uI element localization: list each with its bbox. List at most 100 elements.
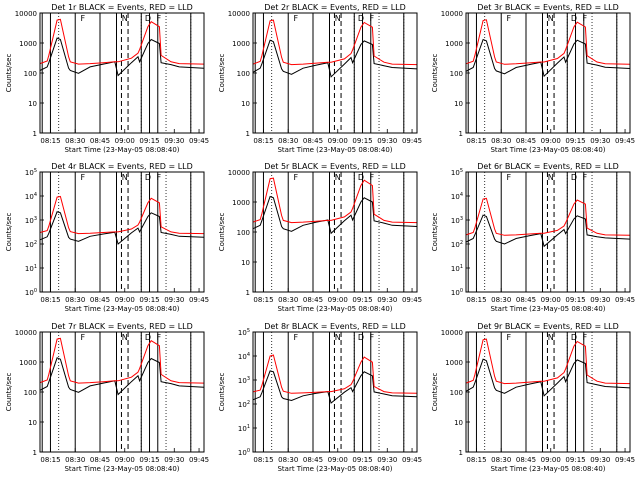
- x-axis-label: Start Time (23-May-05 08:08:40): [277, 146, 392, 154]
- panel-title: Det 1r BLACK = Events, RED = LLD: [51, 3, 193, 12]
- marker-letter: F: [156, 333, 161, 342]
- y-tick-label: 101: [451, 264, 463, 273]
- x-tick-label: 09:45: [189, 296, 209, 304]
- y-tick-label: 105: [451, 168, 463, 177]
- y-tick-label: 104: [451, 192, 463, 201]
- x-tick-label: 08:15: [40, 137, 60, 145]
- plot-frame: [465, 171, 631, 293]
- x-tick-label: 09:00: [541, 137, 561, 145]
- series-line-events: [39, 211, 205, 245]
- x-tick-label: 08:45: [516, 456, 536, 464]
- marker-letter: F: [582, 333, 587, 342]
- x-tick-label: 09:15: [565, 137, 585, 145]
- y-tick-label: 10: [241, 100, 250, 108]
- y-tick-label: 10: [241, 259, 250, 267]
- marker-letter: F: [156, 14, 161, 23]
- x-tick-label: 09:30: [377, 456, 397, 464]
- marker-letter: N: [335, 14, 341, 23]
- plot-frame: [252, 331, 418, 453]
- panel-title: Det 8r BLACK = Events, RED = LLD: [264, 322, 406, 331]
- x-tick-label: 08:30: [278, 137, 298, 145]
- marker-letter: F: [156, 173, 161, 182]
- x-tick-label: 09:45: [615, 137, 635, 145]
- series-line-lld: [252, 354, 418, 394]
- y-tick-label: 10000: [441, 10, 463, 18]
- y-tick-label: 1: [459, 449, 463, 457]
- x-axis-label: Start Time (23-May-05 08:08:40): [490, 146, 605, 154]
- x-tick-label: 08:45: [90, 296, 110, 304]
- y-tick-label: 101: [25, 264, 37, 273]
- y-tick-label: 102: [25, 240, 37, 249]
- y-tick-label: 100: [24, 70, 37, 78]
- plot-frame: [39, 171, 205, 293]
- y-axis-label: Counts/sec: [431, 54, 439, 93]
- y-tick-label: 100: [237, 70, 250, 78]
- x-tick-label: 09:30: [164, 296, 184, 304]
- y-tick-label: 100: [25, 288, 37, 297]
- marker-letter: D: [358, 333, 364, 342]
- x-tick-label: 09:30: [164, 456, 184, 464]
- x-tick-label: 08:15: [253, 137, 273, 145]
- marker-letter: D: [145, 173, 151, 182]
- x-tick-label: 09:30: [164, 137, 184, 145]
- y-axis-label: Counts/sec: [5, 213, 13, 252]
- series-line-lld: [252, 177, 418, 224]
- marker-letter: F: [369, 333, 374, 342]
- x-tick-label: 09:15: [565, 456, 585, 464]
- y-tick-label: 100: [451, 288, 463, 297]
- series-line-lld: [465, 338, 631, 385]
- marker-letter: F: [507, 173, 512, 182]
- panel-title: Det 9r BLACK = Events, RED = LLD: [477, 322, 619, 331]
- x-tick-label: 09:00: [541, 456, 561, 464]
- marker-letter: F: [294, 14, 299, 23]
- x-tick-label: 09:30: [377, 296, 397, 304]
- y-tick-label: 100: [237, 229, 250, 237]
- y-tick-label: 1000: [19, 40, 37, 48]
- series-line-lld: [465, 197, 631, 236]
- x-tick-label: 08:15: [40, 296, 60, 304]
- panel-title: Det 2r BLACK = Events, RED = LLD: [264, 3, 406, 12]
- x-tick-label: 09:15: [139, 137, 159, 145]
- panel-title: Det 4r BLACK = Events, RED = LLD: [51, 162, 193, 171]
- y-tick-label: 10: [28, 419, 37, 427]
- x-axis-label: Start Time (23-May-05 08:08:40): [490, 305, 605, 313]
- y-tick-label: 1000: [232, 199, 250, 207]
- x-tick-label: 08:15: [40, 456, 60, 464]
- panel-title: Det 3r BLACK = Events, RED = LLD: [477, 3, 619, 12]
- x-tick-label: 08:30: [65, 296, 85, 304]
- x-tick-label: 09:15: [565, 296, 585, 304]
- y-tick-label: 1000: [445, 40, 463, 48]
- marker-letter: N: [335, 173, 341, 182]
- x-axis-label: Start Time (23-May-05 08:08:40): [490, 465, 605, 473]
- y-tick-label: 1000: [445, 359, 463, 367]
- x-tick-label: 08:15: [466, 296, 486, 304]
- y-tick-label: 102: [238, 400, 250, 409]
- series-line-lld: [252, 19, 418, 66]
- marker-letter: N: [548, 173, 554, 182]
- x-tick-label: 08:45: [516, 137, 536, 145]
- x-tick-label: 08:15: [253, 456, 273, 464]
- x-axis-label: Start Time (23-May-05 08:08:40): [277, 305, 392, 313]
- x-tick-label: 08:45: [303, 456, 323, 464]
- series-line-events: [39, 37, 205, 77]
- marker-letter: F: [507, 14, 512, 23]
- panel-title: Det 5r BLACK = Events, RED = LLD: [264, 162, 406, 171]
- y-tick-label: 104: [238, 352, 250, 361]
- panel-title: Det 6r BLACK = Events, RED = LLD: [477, 162, 619, 171]
- x-tick-label: 09:45: [189, 137, 209, 145]
- y-tick-label: 10000: [228, 10, 250, 18]
- y-tick-label: 10000: [15, 10, 37, 18]
- marker-letter: F: [81, 173, 86, 182]
- y-tick-label: 10: [28, 100, 37, 108]
- marker-letter: F: [369, 14, 374, 23]
- series-line-lld: [39, 18, 205, 65]
- y-tick-label: 103: [451, 216, 463, 225]
- plot-frame: [39, 12, 205, 134]
- series-line-events: [465, 214, 631, 248]
- x-tick-label: 09:15: [352, 137, 372, 145]
- marker-letter: F: [81, 14, 86, 23]
